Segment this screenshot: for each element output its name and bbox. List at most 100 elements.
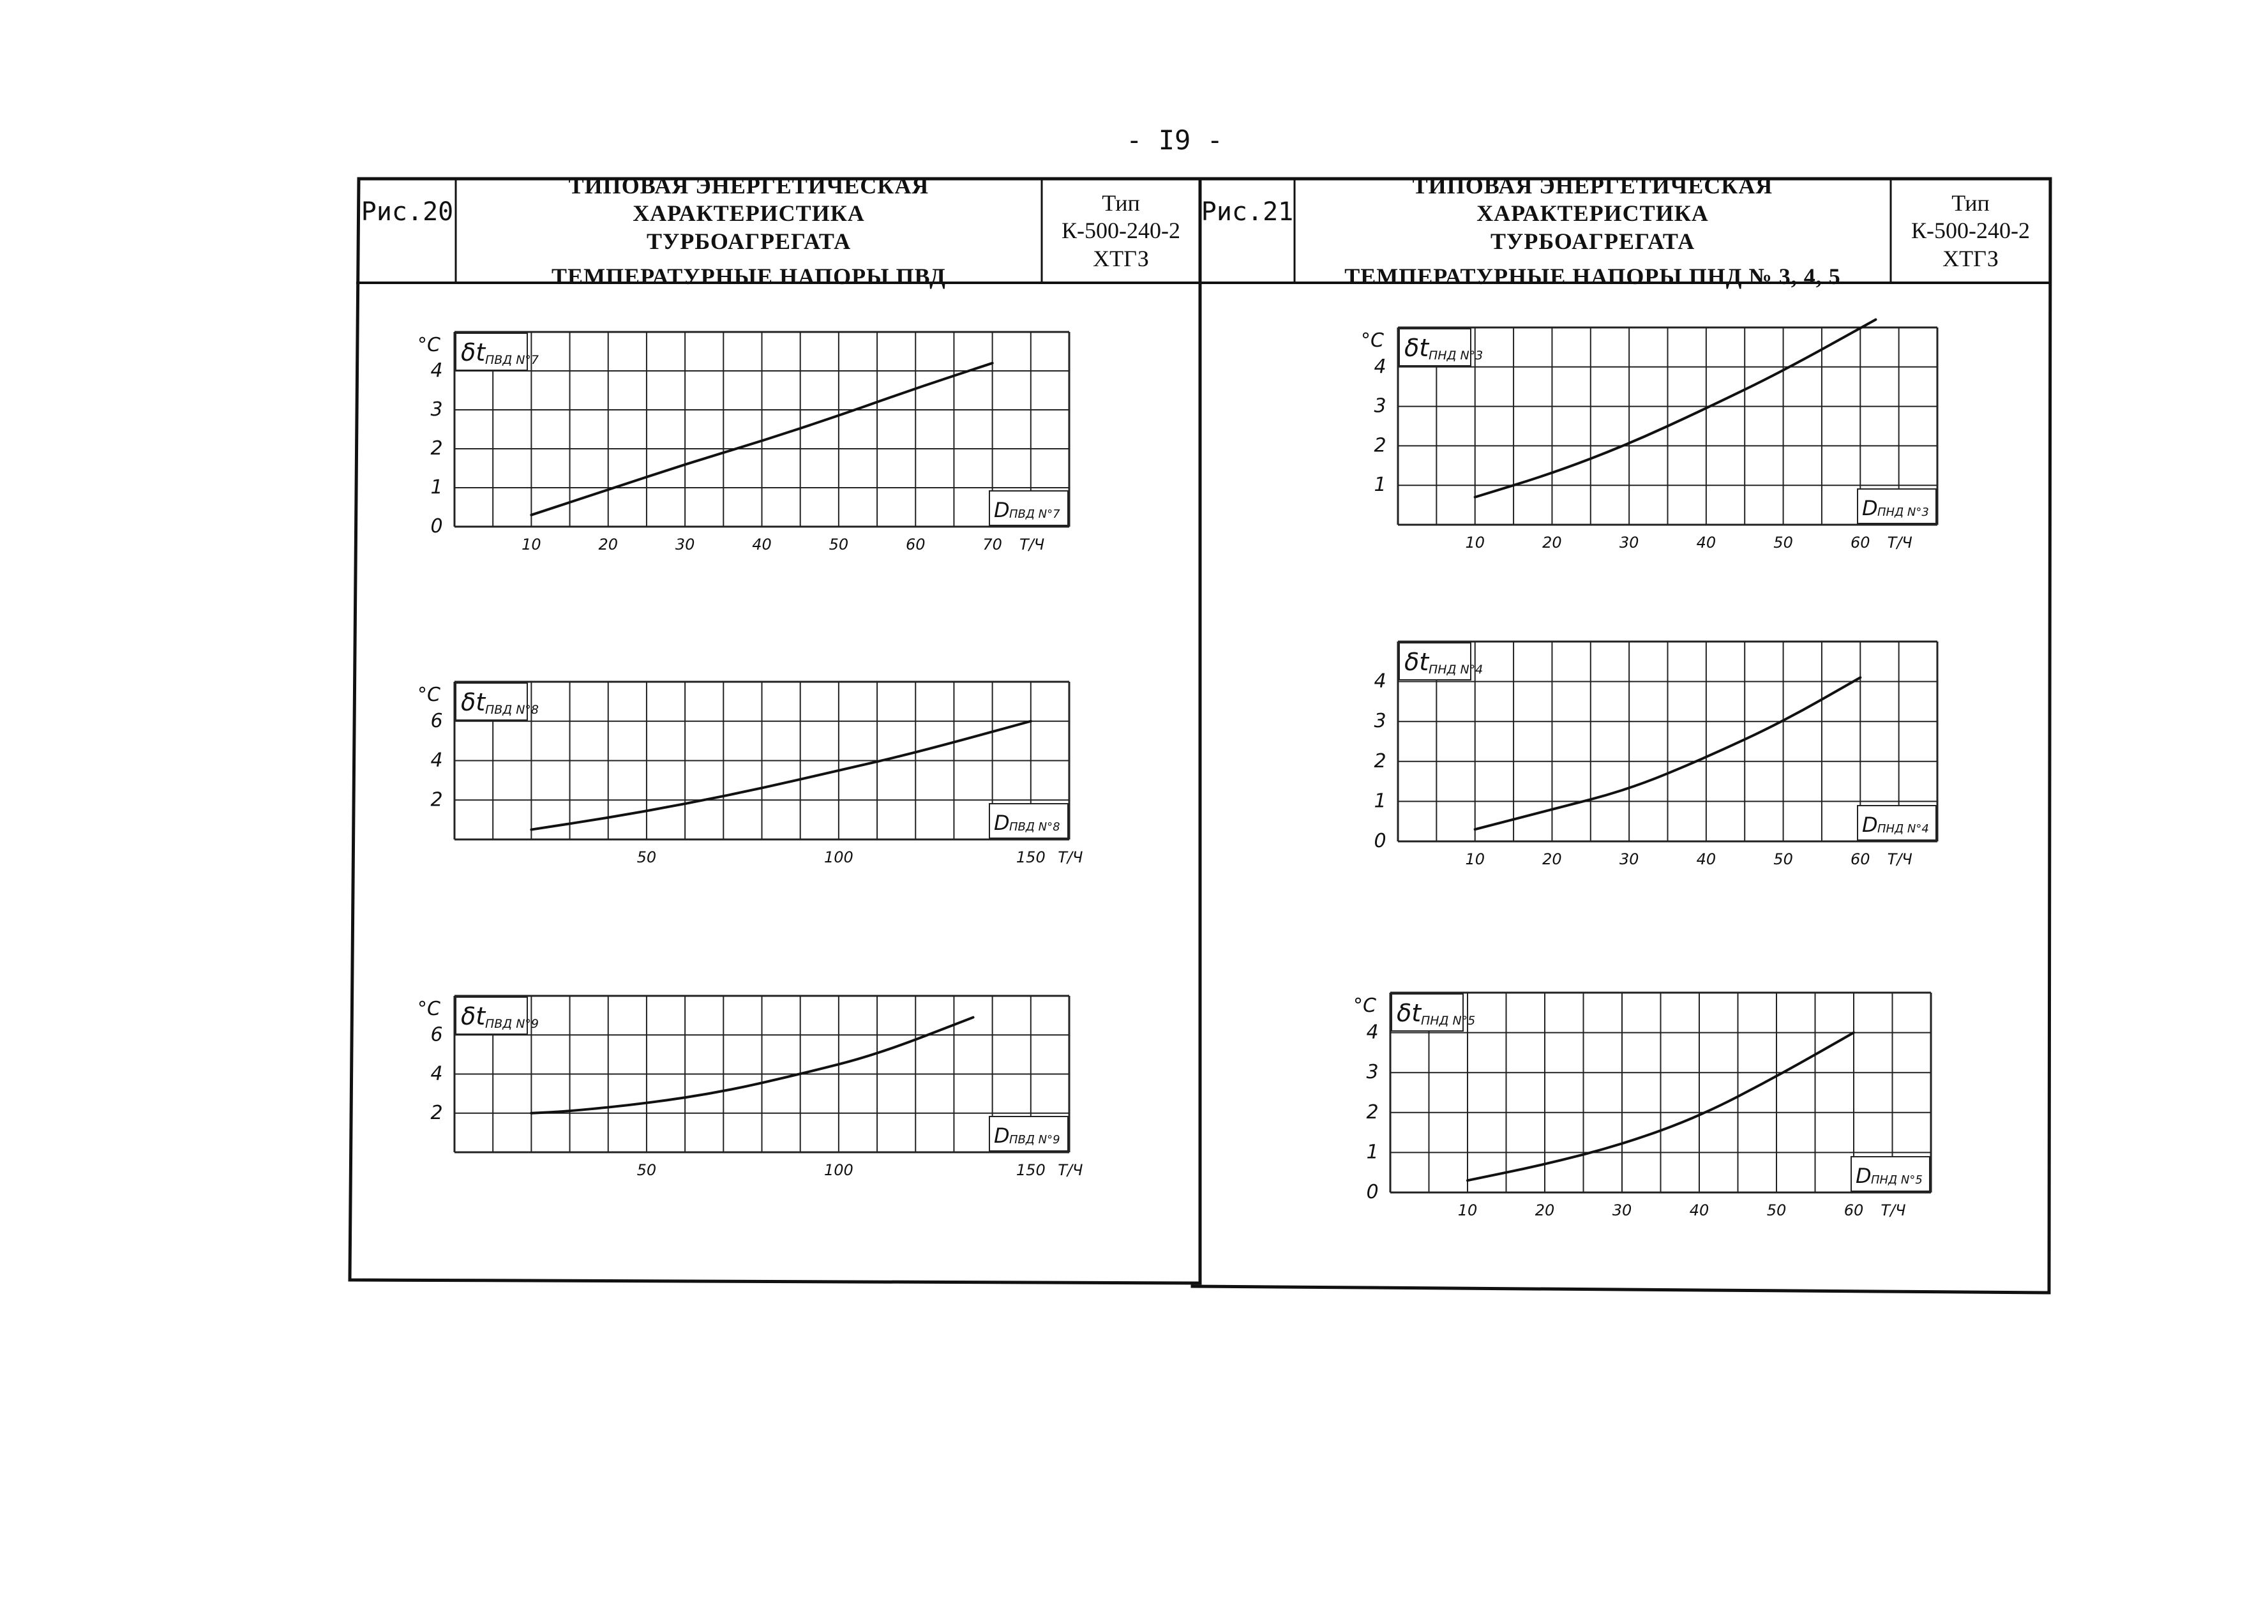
y-tick-label: 4 xyxy=(430,1063,442,1085)
series-line xyxy=(1473,318,1877,499)
y-unit-label: °C xyxy=(417,998,440,1020)
x-tick-label: 50 xyxy=(637,1161,657,1179)
x-label-frame xyxy=(989,803,1069,839)
x-tick-label: 50 xyxy=(637,848,657,866)
right-panel-frame xyxy=(1190,177,2052,1295)
x-unit-label: Т/Ч xyxy=(1058,1161,1083,1179)
y-label-sub: ПВД N°8 xyxy=(485,703,539,717)
type-model: К-500-240-2 xyxy=(1911,218,2030,244)
title-block-right: ТИПОВАЯ ЭНЕРГЕТИЧЕСКАЯ ХАРАКТЕРИСТИКА ТУ… xyxy=(1295,173,1891,289)
x-tick-label: 10 xyxy=(522,536,541,553)
y-tick-label: 3 xyxy=(1374,710,1386,732)
y-label-box: δt ПВД N°9 xyxy=(455,996,539,1035)
type-label: Тип xyxy=(1102,190,1140,216)
x-tick-label: 30 xyxy=(1619,850,1639,868)
y-tick-label: 6 xyxy=(430,1023,442,1046)
y-label-sub: ПНД N°5 xyxy=(1421,1014,1475,1028)
subtitle-line: ТЕМПЕРАТУРНЫЕ НАПОРЫ ПНД № 3, 4, 5 xyxy=(1344,263,1841,289)
x-tick-label: 30 xyxy=(1612,1201,1632,1219)
title-line: ТИПОВАЯ ЭНЕРГЕТИЧЕСКАЯ ХАРАКТЕРИСТИКА xyxy=(1412,173,1773,227)
y-label-symbol: δt xyxy=(1404,648,1430,676)
x-label-symbol: D xyxy=(1862,813,1878,837)
y-tick-label: 2 xyxy=(430,788,442,811)
y-label-symbol: δt xyxy=(1397,999,1422,1027)
y-tick-label: 0 xyxy=(1366,1181,1378,1203)
x-unit-label: Т/Ч xyxy=(1888,534,1912,552)
y-tick-label: 0 xyxy=(430,515,442,538)
y-label-symbol: δt xyxy=(461,1002,486,1030)
left-panel-frame xyxy=(348,177,1202,1285)
x-label-sub: ПВД N°7 xyxy=(1009,508,1060,521)
y-tick-label: 4 xyxy=(1366,1021,1378,1044)
x-tick-label: 50 xyxy=(1773,534,1793,552)
x-label-symbol: D xyxy=(1856,1164,1872,1188)
fig-label-left: Рис.20 xyxy=(361,197,454,227)
x-unit-label: Т/Ч xyxy=(1019,536,1044,553)
y-tick-label: 4 xyxy=(1374,356,1386,378)
x-tick-label: 60 xyxy=(1851,850,1870,868)
y-tick-label: 2 xyxy=(1374,750,1386,772)
x-tick-label: 150 xyxy=(1016,1161,1046,1179)
x-label-box: D ПНД N°3 xyxy=(1857,488,1937,524)
x-tick-label: 50 xyxy=(1773,850,1793,868)
type-block-right: Тип К-500-240-2 ХТГЗ xyxy=(1891,180,2050,282)
y-unit-label: °C xyxy=(1353,995,1376,1017)
y-label-box: δt ПНД N°4 xyxy=(1399,642,1483,680)
type-maker: ХТГЗ xyxy=(1093,245,1149,271)
series-line xyxy=(530,1016,975,1115)
x-label-frame xyxy=(1857,805,1937,841)
y-tick-label: 1 xyxy=(1374,790,1386,812)
y-tick-label: 6 xyxy=(430,710,442,732)
x-tick-label: 100 xyxy=(824,848,853,866)
x-tick-label: 50 xyxy=(829,536,849,553)
x-unit-label: Т/Ч xyxy=(1888,850,1912,868)
y-tick-label: 2 xyxy=(1366,1101,1378,1124)
y-unit-label: °C xyxy=(417,334,440,356)
y-label-frame xyxy=(1399,328,1471,366)
y-tick-label: 4 xyxy=(1374,670,1386,693)
y-tick-label: 4 xyxy=(430,359,442,382)
x-tick-label: 70 xyxy=(982,536,1002,553)
y-tick-label: 2 xyxy=(1374,434,1386,456)
x-tick-label: 150 xyxy=(1016,848,1046,866)
x-tick-label: 20 xyxy=(598,536,618,553)
x-label-frame xyxy=(989,490,1069,526)
y-tick-label: 3 xyxy=(430,398,442,421)
y-label-frame xyxy=(455,996,528,1035)
x-tick-label: 30 xyxy=(1619,534,1639,552)
y-tick-label: 3 xyxy=(1374,395,1386,417)
x-unit-label: Т/Ч xyxy=(1881,1201,1905,1219)
y-tick-label: 3 xyxy=(1366,1061,1378,1083)
y-label-symbol: δt xyxy=(461,688,486,716)
x-label-symbol: D xyxy=(1862,496,1878,520)
y-label-symbol: δt xyxy=(1404,334,1430,362)
y-tick-label: 1 xyxy=(1374,474,1386,496)
x-tick-label: 60 xyxy=(1844,1201,1864,1219)
x-label-box: D ПВД N°7 xyxy=(989,490,1069,526)
y-tick-label: 1 xyxy=(1366,1141,1378,1163)
x-tick-label: 20 xyxy=(1542,850,1562,868)
x-label-box: D ПНД N°4 xyxy=(1857,805,1937,841)
x-tick-label: 20 xyxy=(1542,534,1562,552)
x-label-frame xyxy=(1857,488,1937,524)
x-tick-label: 40 xyxy=(1697,850,1716,868)
y-label-box: δt ПВД N°8 xyxy=(455,682,539,721)
x-label-sub: ПНД N°4 xyxy=(1877,822,1929,836)
y-tick-label: 2 xyxy=(430,437,442,460)
x-tick-label: 60 xyxy=(906,536,926,553)
y-label-box: δt ПНД N°5 xyxy=(1391,993,1475,1032)
y-label-sub: ПНД N°4 xyxy=(1429,663,1483,677)
type-label: Тип xyxy=(1951,190,1990,216)
x-tick-label: 10 xyxy=(1465,534,1485,552)
title-line: ТУРБОАГРЕГАТА xyxy=(646,228,852,254)
y-label-box: δt ПВД N°7 xyxy=(455,333,539,371)
y-tick-label: 0 xyxy=(1374,830,1386,852)
type-model: К-500-240-2 xyxy=(1062,218,1180,244)
y-label-sub: ПНД N°3 xyxy=(1429,349,1483,363)
x-tick-label: 40 xyxy=(752,536,772,553)
y-unit-label: °C xyxy=(1361,329,1384,352)
title-line: ТИПОВАЯ ЭНЕРГЕТИЧЕСКАЯ ХАРАКТЕРИСТИКА xyxy=(568,173,929,227)
